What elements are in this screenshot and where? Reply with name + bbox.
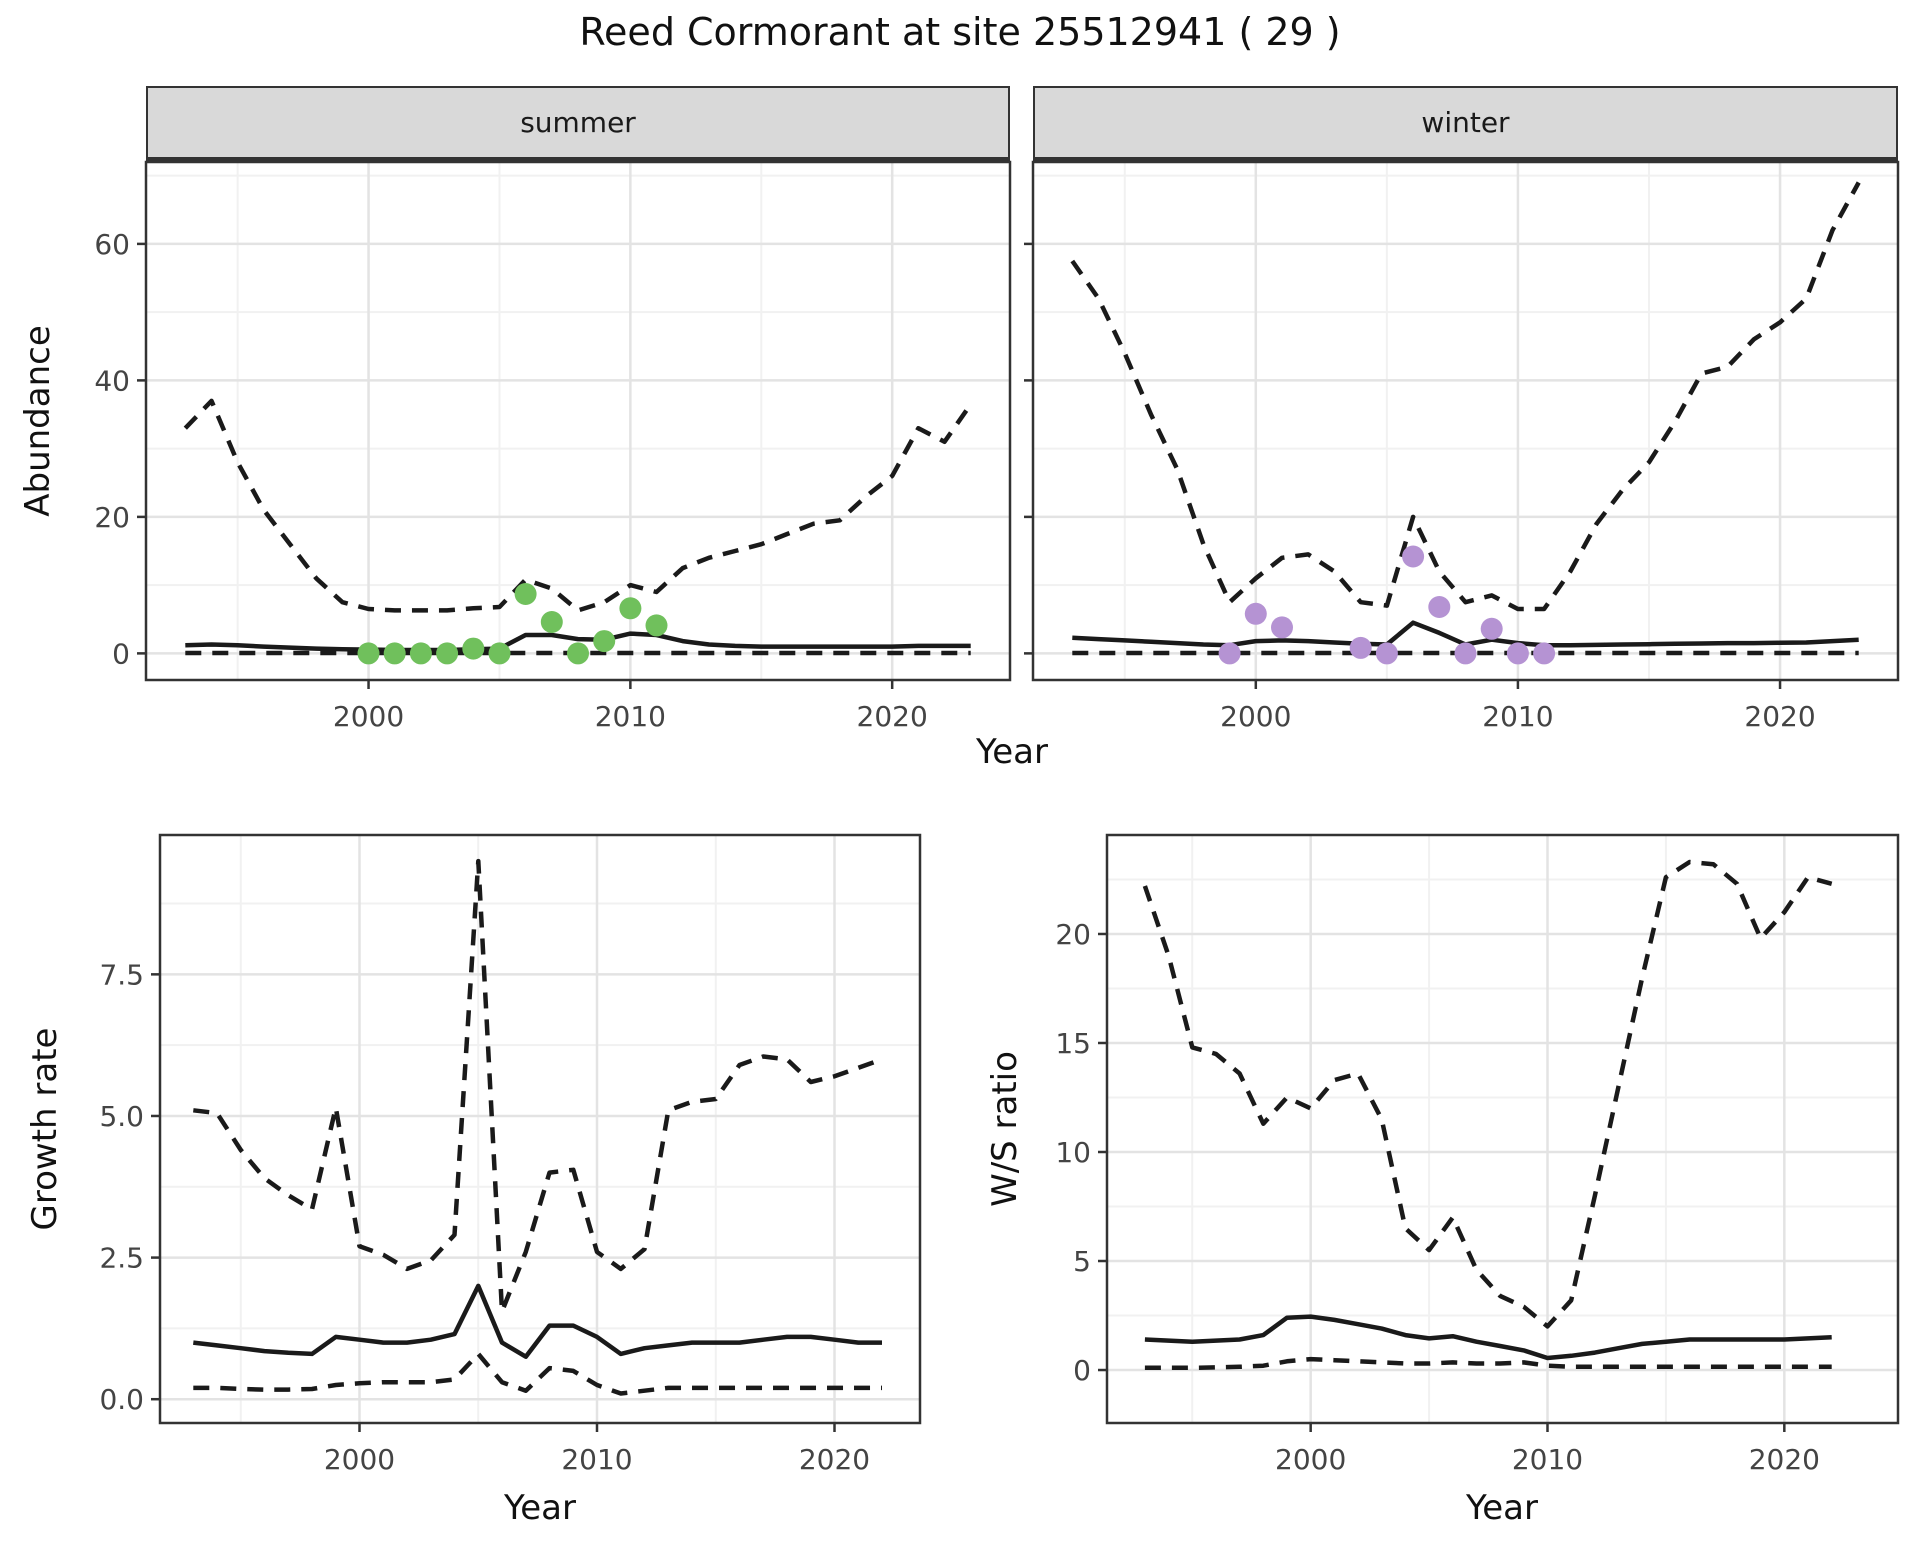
abundance_summer-panel-border bbox=[144, 160, 1012, 682]
abundance_summer-y-tick-label: 60 bbox=[94, 228, 130, 261]
observed-summer-counts-point bbox=[383, 642, 406, 665]
observed-winter-counts-point bbox=[1480, 617, 1503, 640]
growth_rate-x-tick-label: 2010 bbox=[561, 1443, 632, 1476]
observed-winter-counts-point bbox=[1402, 545, 1425, 568]
ws_ratio-x-tick-label: 2020 bbox=[1749, 1443, 1820, 1476]
ws_ratio-median-line bbox=[1144, 1314, 1832, 1361]
abundance_winter-upper_95ci-line bbox=[1070, 181, 1861, 612]
abundance_winter-panel-background bbox=[1033, 162, 1898, 680]
abundance_summer-y-tick-label: 20 bbox=[94, 501, 130, 534]
abundance_winter-x-tick-label: 2020 bbox=[1744, 700, 1815, 733]
facet-strip-winter-label: winter bbox=[1421, 106, 1510, 139]
observed-winter-counts-point bbox=[1533, 642, 1556, 665]
observed-winter-counts-point bbox=[1375, 642, 1398, 665]
abundance_summer-y-tick-label: 0 bbox=[112, 637, 130, 670]
chart-title: Reed Cormorant at site 25512941 ( 29 ) bbox=[579, 10, 1341, 54]
growth_rate-lower_95ci-line bbox=[193, 1351, 882, 1396]
observed-summer-counts-point bbox=[619, 597, 642, 620]
observed-summer-counts-point bbox=[645, 614, 668, 637]
ws_ratio-y-tick-label: 0 bbox=[1073, 1354, 1091, 1387]
observed-summer-counts-point bbox=[567, 642, 589, 665]
ws-ratio-axis-title: W/S ratio bbox=[985, 1051, 1025, 1207]
growth_rate-x-tick-label: 2020 bbox=[799, 1443, 870, 1476]
top-year-axis-title: Year bbox=[976, 732, 1048, 772]
growth_rate-panel-border bbox=[158, 833, 922, 1425]
observed-summer-counts-point bbox=[409, 642, 432, 665]
observed-winter-counts-point bbox=[1506, 642, 1529, 665]
ws_ratio-x-tick-label: 2000 bbox=[1275, 1443, 1346, 1476]
growth-year-axis-title: Year bbox=[504, 1488, 576, 1528]
observed-winter-counts-point bbox=[1218, 642, 1241, 665]
abundance_winter-x-tick-label: 2000 bbox=[1220, 700, 1291, 733]
observed-summer-counts-point bbox=[488, 642, 511, 665]
growth_rate-y-tick-label: 7.5 bbox=[99, 958, 144, 991]
abundance_summer-x-tick-label: 2010 bbox=[595, 700, 666, 733]
ws_ratio-y-tick-label: 5 bbox=[1073, 1245, 1091, 1278]
ws_ratio-y-tick-label: 15 bbox=[1055, 1027, 1091, 1060]
abundance_winter-panel-border bbox=[1031, 160, 1900, 682]
ws_ratio-panel-background bbox=[1107, 835, 1898, 1423]
growth_rate-upper_95ci-line bbox=[193, 858, 883, 1314]
ws_ratio-y-tick-label: 20 bbox=[1055, 918, 1091, 951]
abundance-axis-title: Abundance bbox=[18, 325, 58, 517]
observed-summer-counts-point bbox=[514, 583, 537, 605]
ws_ratio-panel-border bbox=[1105, 833, 1900, 1425]
ws_ratio-x-tick-label: 2010 bbox=[1512, 1443, 1583, 1476]
ws_ratio-y-tick-label: 10 bbox=[1055, 1136, 1091, 1169]
observed-winter-counts-point bbox=[1454, 642, 1477, 665]
growth-rate-axis-title: Growth rate bbox=[25, 1027, 65, 1231]
growth_rate-median-line bbox=[193, 1283, 882, 1359]
growth_rate-y-tick-label: 0.0 bbox=[99, 1383, 144, 1416]
observed-winter-counts-point bbox=[1349, 636, 1372, 659]
abundance_summer-panel-background bbox=[146, 162, 1010, 680]
observed-summer-counts-point bbox=[357, 642, 380, 665]
observed-winter-counts-point bbox=[1271, 616, 1293, 639]
growth_rate-y-tick-label: 2.5 bbox=[99, 1242, 144, 1275]
facet-strip-summer-label: summer bbox=[520, 106, 636, 139]
facet-strip-winter: winter bbox=[1033, 86, 1898, 162]
abundance_summer-median-line bbox=[185, 631, 971, 653]
facet-strip-summer: summer bbox=[146, 86, 1010, 162]
abundance_summer-y-tick-label: 40 bbox=[94, 364, 130, 397]
ws_ratio-lower_95ci-line bbox=[1144, 1356, 1832, 1371]
abundance_summer-upper_95ci-line bbox=[183, 398, 973, 613]
growth_rate-x-tick-label: 2000 bbox=[324, 1443, 395, 1476]
observed-summer-counts-point bbox=[462, 637, 485, 660]
growth_rate-panel-background bbox=[160, 835, 920, 1423]
abundance_summer-x-tick-label: 2020 bbox=[857, 700, 928, 733]
observed-summer-counts-point bbox=[593, 630, 616, 653]
observed-winter-counts-point bbox=[1428, 596, 1451, 618]
observed-winter-counts-point bbox=[1244, 602, 1267, 625]
observed-summer-counts-point bbox=[436, 642, 459, 665]
observed-summer-counts-point bbox=[540, 611, 563, 633]
growth_rate-y-tick-label: 5.0 bbox=[99, 1100, 144, 1133]
ws_ratio-upper_95ci-line bbox=[1142, 859, 1833, 1329]
abundance_summer-x-tick-label: 2000 bbox=[333, 700, 404, 733]
abundance_winter-x-tick-label: 2010 bbox=[1482, 700, 1553, 733]
ws-year-axis-title: Year bbox=[1466, 1488, 1538, 1528]
